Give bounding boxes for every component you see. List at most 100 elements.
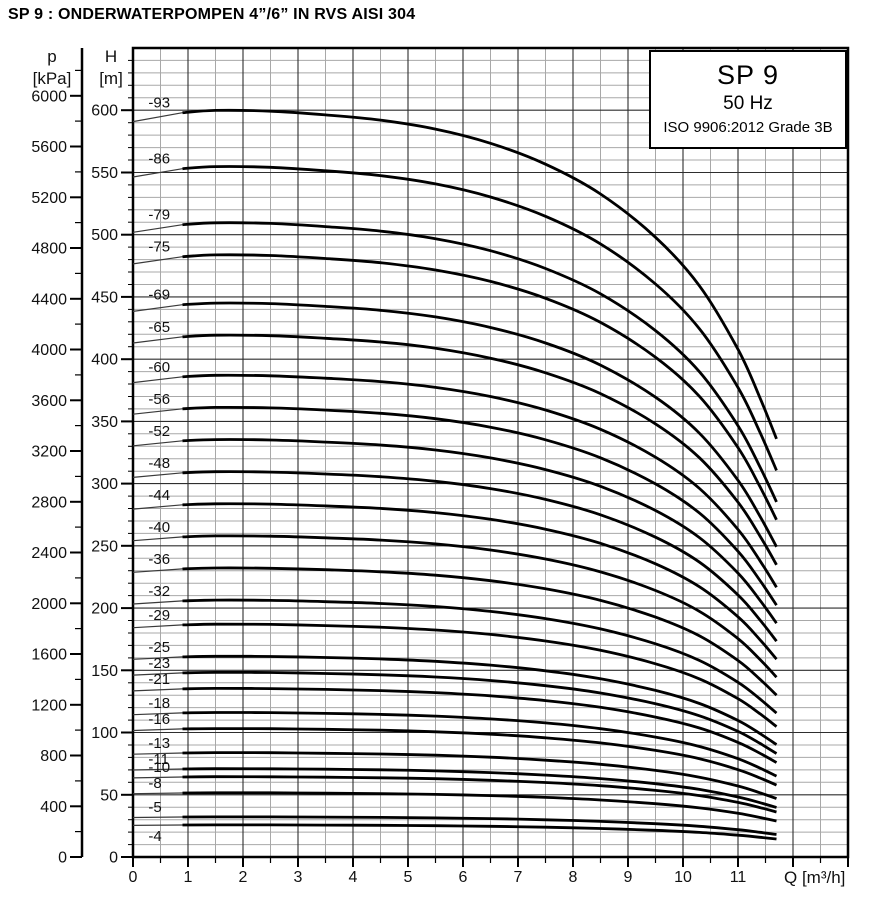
h-tick-label: 500 [91, 227, 118, 244]
curve-lead-line [132, 472, 183, 478]
curve-lead-line [132, 624, 183, 629]
legend-model: SP 9 [716, 60, 780, 90]
curve-label: -16 [148, 711, 170, 728]
pump-curve [182, 687, 778, 764]
p-axis-name: p [47, 47, 56, 66]
x-tick-label: 4 [349, 869, 358, 886]
pump-curve [182, 670, 778, 755]
x-tick-label: 0 [129, 869, 138, 886]
curve-lead-line [132, 776, 183, 779]
x-tick-label: 8 [569, 869, 578, 886]
curve-label: -5 [148, 799, 161, 816]
p-tick-label: 2800 [31, 494, 67, 511]
curve-lead-line [132, 336, 183, 344]
curve-lead-line [132, 440, 183, 447]
x-tick-label: 7 [514, 869, 523, 886]
h-axis-name: H [105, 47, 117, 66]
curve-lead-line [132, 376, 183, 384]
pump-curve [182, 711, 778, 778]
h-tick-label: 250 [91, 538, 118, 555]
pump-curve [182, 654, 778, 746]
pump-curve [182, 751, 777, 800]
x-tick-label: 2 [239, 869, 248, 886]
h-tick-label: 400 [91, 352, 118, 369]
pump-curve [182, 301, 778, 548]
p-tick-label: 1200 [31, 697, 67, 714]
p-tick-label: 0 [58, 850, 67, 867]
pump-curve [182, 333, 778, 566]
curve-lead-line [132, 688, 183, 692]
p-tick-label: 800 [40, 748, 67, 765]
curve-label: -86 [148, 151, 170, 168]
curve-lead-line [132, 752, 183, 755]
curve-lead-line [132, 504, 183, 510]
page-title: SP 9 : ONDERWATERPOMPEN 4”/6” IN RVS AIS… [8, 6, 416, 23]
curve-lead-line [132, 536, 183, 542]
curve-label: -65 [148, 319, 170, 336]
pump-curve [182, 622, 778, 728]
h-tick-label: 600 [91, 103, 118, 120]
curve-label: -13 [148, 735, 170, 752]
h-tick-label: 150 [91, 663, 118, 680]
curve-label: -4 [148, 828, 161, 845]
pump-curve [182, 815, 777, 836]
pump-curve [182, 108, 778, 440]
curve-label: -75 [148, 239, 170, 256]
p-tick-label: 5200 [31, 190, 67, 207]
pump-curve [182, 165, 778, 471]
x-tick-label: 9 [624, 869, 633, 886]
x-tick-label: 6 [459, 869, 468, 886]
p-axis-unit: [kPa] [33, 69, 72, 88]
pump-curve [182, 373, 778, 589]
curve-lead-line [132, 600, 183, 605]
curve-label: -44 [148, 487, 170, 504]
curve-label: -52 [148, 423, 170, 440]
x-tick-label: 10 [674, 869, 692, 886]
x-tick-label: 5 [404, 869, 413, 886]
p-tick-label: 2000 [31, 596, 67, 613]
curve-lead-line [132, 712, 183, 716]
curve-label: -60 [148, 359, 170, 376]
h-tick-label: 200 [91, 601, 118, 618]
h-tick-label: 0 [109, 850, 118, 867]
grid-minor [133, 48, 848, 857]
p-tick-label: 2400 [31, 545, 67, 562]
legend-frequency: 50 Hz [723, 93, 773, 114]
curve-label: -18 [148, 695, 170, 712]
h-tick-label: 300 [91, 476, 118, 493]
h-tick-label: 50 [100, 787, 118, 804]
x-tick-label: 11 [730, 869, 747, 886]
curve-lead-line [132, 168, 183, 178]
p-tick-label: 4800 [31, 241, 67, 258]
curve-label: -29 [148, 607, 170, 624]
pump-curve [182, 775, 777, 814]
pump-curve [182, 791, 777, 823]
curve-lead-line [132, 112, 183, 123]
curve-lead-line [132, 792, 183, 795]
legend-box: SP 9 50 Hz ISO 9906:2012 Grade 3B [649, 50, 847, 149]
x-axis-unit-label: Q [m³/h] [784, 868, 845, 887]
pump-curve [182, 727, 778, 787]
pump-curve [182, 566, 778, 697]
curve-label: -11 [148, 751, 169, 768]
pump-curve [182, 598, 778, 715]
curve-lead-line [132, 672, 183, 676]
p-tick-label: 1600 [31, 647, 67, 664]
x-tick-label: 3 [294, 869, 303, 886]
curve-lead-line [132, 224, 183, 233]
p-tick-label: 4000 [31, 342, 67, 359]
curve-label: -48 [148, 455, 170, 472]
curve-lead-line [132, 768, 183, 771]
curve-label: -23 [148, 655, 170, 672]
pump-curves [132, 108, 778, 841]
curve-label: -40 [148, 519, 170, 536]
p-tick-label: 4400 [31, 291, 67, 308]
curve-label: -69 [148, 287, 170, 304]
p-tick-label: 400 [40, 799, 67, 816]
pump-curve [182, 221, 778, 503]
curve-label: -10 [148, 759, 170, 776]
curve-label: -93 [148, 95, 170, 112]
curve-label: -21 [148, 671, 170, 688]
